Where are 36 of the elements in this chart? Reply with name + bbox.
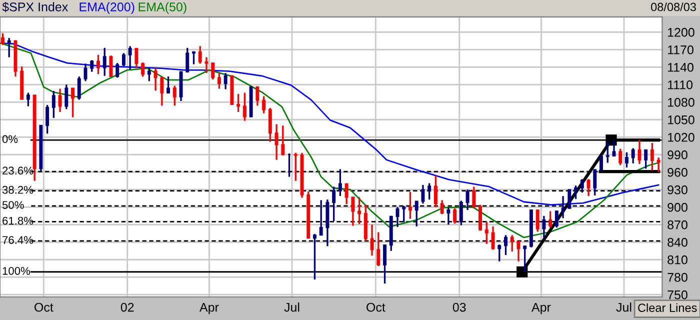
y-tick-label: 1200 <box>668 28 694 37</box>
y-tick-label: 840 <box>668 238 688 247</box>
y-tick-label: 1140 <box>668 62 694 72</box>
y-tick-label: 750 <box>668 290 688 300</box>
y-tick-label: 1170 <box>668 45 694 54</box>
y-tick-label: 1020 <box>668 132 694 142</box>
y-tick-label: 900 <box>668 202 688 212</box>
y-tick-label: 960 <box>668 168 688 177</box>
y-tick-label: 810 <box>668 255 688 264</box>
x-tick-label: Jul <box>284 302 300 312</box>
text: EMA(200) <box>80 2 134 14</box>
y-tick-label: 1110 <box>668 80 693 90</box>
y-tick-label: 1080 <box>668 98 694 107</box>
text: EMA(50) <box>138 2 186 14</box>
annotation: 38.2% <box>2 186 34 194</box>
annotation: 76.4% <box>2 236 34 244</box>
y-tick-label: 930 <box>668 185 688 194</box>
chart-title: $SPX Index <box>2 2 68 12</box>
y-tick-label: 780 <box>668 272 688 282</box>
annotation: 23.6% <box>2 166 34 175</box>
annotation: 50% <box>2 201 24 209</box>
annotation: 0% <box>2 135 18 144</box>
x-tick-label: Oct <box>34 302 54 312</box>
x-tick-label: Jul <box>616 302 632 312</box>
x-tick-label: Oct <box>366 302 386 312</box>
x-tick-label: Apr <box>200 302 219 314</box>
x-tick-label: 02 <box>120 302 134 312</box>
annotation: 61.8% <box>2 216 34 225</box>
x-tick-label: Apr <box>532 302 551 314</box>
text: Clear Lines <box>638 303 697 312</box>
y-tick-label: 870 <box>668 220 688 230</box>
annotation: 100% <box>2 266 30 275</box>
y-tick-label: 990 <box>668 150 688 160</box>
y-tick-label: 1050 <box>668 115 694 124</box>
x-tick-label: 03 <box>452 302 466 312</box>
text: 08/08/03 <box>651 2 696 12</box>
